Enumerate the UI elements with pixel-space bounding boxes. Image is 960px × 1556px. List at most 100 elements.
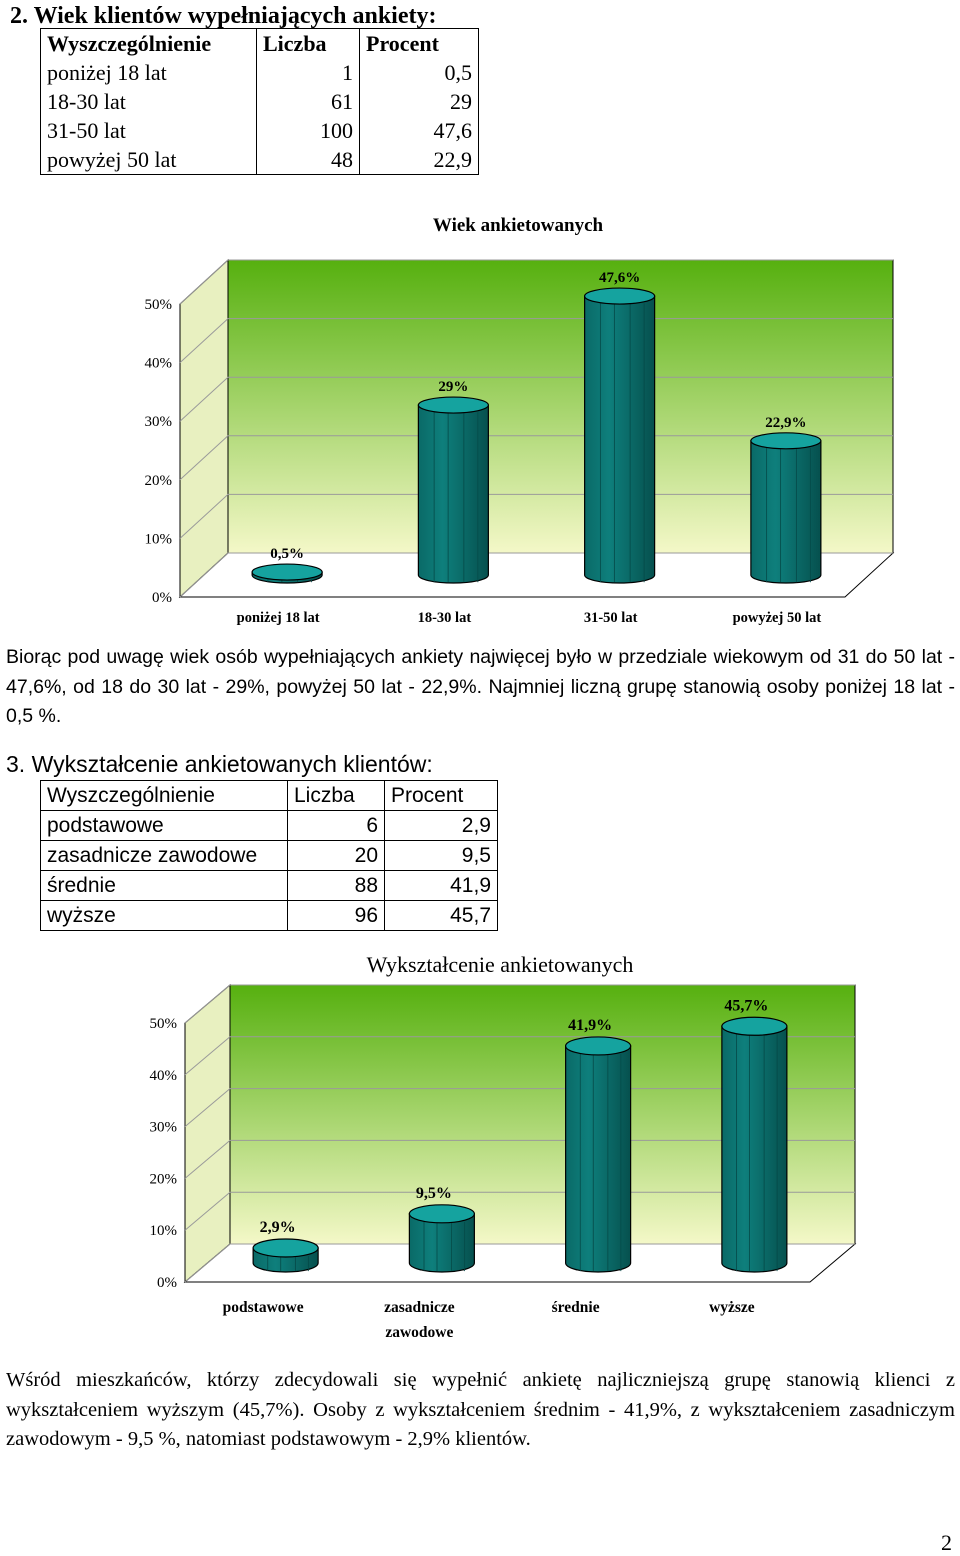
table-cell: 48 — [256, 145, 360, 175]
gridline — [179, 435, 893, 481]
table-cell: 22,9 — [359, 145, 479, 175]
table-header-row: Wyszczególnienie Liczba Procent — [40, 780, 498, 811]
bar-top — [251, 563, 323, 581]
bar — [584, 287, 656, 584]
table-cell: 88 — [287, 870, 385, 901]
table-row: średnie 88 41,9 — [40, 870, 498, 901]
column-header: Liczba — [256, 28, 360, 58]
table-cell: 18-30 lat — [40, 87, 257, 116]
chart-side-wall — [179, 258, 229, 599]
table-cell: 100 — [256, 116, 360, 145]
bar — [252, 1238, 319, 1273]
table-cell: 9,5 — [384, 840, 498, 871]
category-label: powyżej 50 lat — [733, 610, 822, 626]
y-tick-label: 0% — [157, 1275, 177, 1291]
table-cell: 41,9 — [384, 870, 498, 901]
bar — [408, 1204, 475, 1273]
table-cell: średnie — [40, 870, 288, 901]
gridline — [179, 376, 893, 422]
table-cell: powyżej 50 lat — [40, 145, 257, 175]
table-cell: 96 — [287, 900, 385, 931]
table-cell: wyższe — [40, 900, 288, 931]
table-cell: 20 — [287, 840, 385, 871]
bar — [565, 1036, 632, 1273]
bar — [750, 432, 822, 584]
education-chart: 0% 10% 20% 30% 40% 50% 2,9% podstawowe 9,5% zasad… — [150, 952, 857, 1341]
category-label: średnie — [552, 1299, 600, 1316]
y-tick-label: 10% — [145, 531, 173, 547]
table-cell: poniżej 18 lat — [40, 58, 257, 87]
category-label: zawodowe — [385, 1324, 453, 1341]
bar-top — [565, 1036, 632, 1056]
age-summary-paragraph: Biorąc pod uwagę wiek osób wypełniającyc… — [6, 646, 955, 727]
table-cell: 29 — [359, 87, 479, 116]
education-table: Wyszczególnienie Liczba Procent podstawo… — [40, 780, 498, 931]
table-cell: 2,9 — [384, 810, 498, 841]
chart-side-wall — [184, 983, 231, 1284]
education-summary-paragraph: Wśród mieszkańców, którzy zdecydowali si… — [6, 1369, 955, 1450]
table-header-row: Wyszczególnienie Liczba Procent — [40, 28, 479, 58]
y-tick-label: 50% — [150, 1016, 178, 1032]
bar — [417, 396, 489, 584]
table-cell: 45,7 — [384, 900, 498, 931]
age-chart: 0% 10% 20% 30% 40% 50% 0,5% poniżej 18 lat 29% 18… — [145, 215, 895, 626]
data-label: 9,5% — [416, 1185, 452, 1202]
data-label: 45,7% — [724, 997, 768, 1014]
gridline — [179, 318, 893, 363]
table-cell: podstawowe — [40, 810, 288, 841]
table-cell: zasadnicze zawodowe — [40, 840, 288, 871]
category-label: podstawowe — [223, 1299, 304, 1316]
data-label: 0,5% — [270, 546, 304, 562]
category-label: 18-30 lat — [418, 610, 472, 626]
table-row: zasadnicze zawodowe 20 9,5 — [40, 840, 498, 871]
table-row: wyższe 96 45,7 — [40, 900, 498, 931]
gridline — [179, 552, 893, 598]
bar-body — [584, 295, 656, 584]
chart-title: Wiek ankietowanych — [433, 215, 604, 236]
gridline — [179, 493, 893, 539]
bar-top — [252, 1238, 319, 1258]
page-number: 2 — [941, 1530, 952, 1555]
table-row: 18-30 lat 61 29 — [40, 87, 479, 116]
bar — [721, 1016, 788, 1273]
column-header: Wyszczególnienie — [40, 28, 257, 58]
y-tick-label: 20% — [145, 473, 173, 489]
section-3-heading: 3. Wykształcenie ankietowanych klientów: — [6, 751, 433, 777]
bar — [251, 563, 323, 584]
gridline — [184, 1036, 855, 1076]
column-header: Procent — [384, 780, 498, 811]
y-tick-label: 40% — [150, 1068, 178, 1084]
table-cell: 1 — [256, 58, 360, 87]
gridline — [184, 1191, 855, 1231]
bar-top — [408, 1204, 475, 1224]
chart-title: Wykształcenie ankietowanych — [367, 952, 634, 977]
category-label: 31-50 lat — [584, 610, 638, 626]
bar-body — [408, 1213, 475, 1273]
y-tick-label: 20% — [150, 1171, 178, 1187]
gridline — [184, 1243, 855, 1283]
data-label: 41,9% — [568, 1017, 612, 1034]
category-label: wyższe — [709, 1299, 755, 1316]
table-cell: 61 — [256, 87, 360, 116]
bar-top — [750, 432, 822, 450]
age-table: Wyszczególnienie Liczba Procent poniżej … — [40, 28, 479, 175]
y-tick-label: 50% — [145, 297, 173, 313]
y-tick-label: 10% — [150, 1223, 178, 1239]
bar-top — [721, 1016, 788, 1036]
y-tick-label: 0% — [152, 590, 172, 606]
data-label: 47,6% — [599, 270, 640, 286]
table-row: 31-50 lat 100 47,6 — [40, 116, 479, 145]
bar-body — [750, 440, 822, 584]
category-label: poniżej 18 lat — [237, 610, 320, 626]
gridline — [179, 259, 893, 305]
bar-body — [721, 1025, 788, 1273]
table-cell: 0,5 — [359, 58, 479, 87]
y-tick-label: 40% — [145, 356, 173, 372]
bar-top — [584, 287, 656, 305]
table-cell: 31-50 lat — [40, 116, 257, 145]
table-cell: 6 — [287, 810, 385, 841]
column-header: Wyszczególnienie — [40, 780, 288, 811]
gridline — [184, 1139, 855, 1179]
data-label: 29% — [438, 379, 468, 395]
y-tick-label: 30% — [150, 1120, 178, 1136]
